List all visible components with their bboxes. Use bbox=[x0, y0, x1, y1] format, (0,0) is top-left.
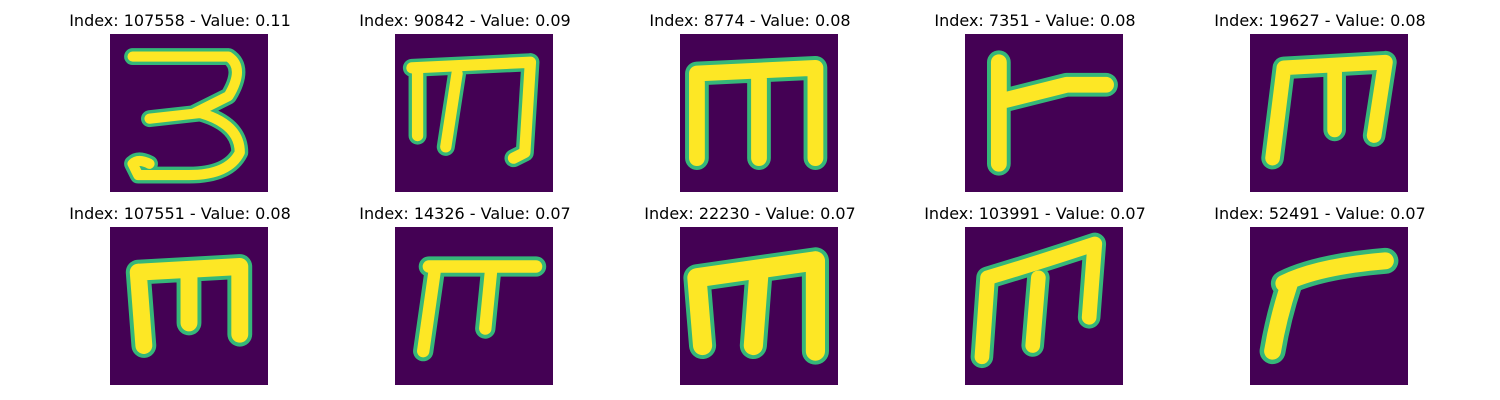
thumbnail-image bbox=[395, 227, 553, 385]
panel-title: Index: 8774 - Value: 0.08 bbox=[649, 11, 851, 30]
panel-7: Index: 14326 - Value: 0.07 bbox=[315, 193, 615, 393]
thumbnail-image bbox=[110, 227, 268, 385]
thumbnail-image bbox=[110, 34, 268, 192]
panel-2: Index: 90842 - Value: 0.09 bbox=[315, 0, 615, 200]
panel-title: Index: 7351 - Value: 0.08 bbox=[934, 11, 1136, 30]
panel-title: Index: 22230 - Value: 0.07 bbox=[644, 204, 856, 223]
panel-9: Index: 103991 - Value: 0.07 bbox=[885, 193, 1185, 393]
panel-title: Index: 52491 - Value: 0.07 bbox=[1214, 204, 1426, 223]
panel-3: Index: 8774 - Value: 0.08 bbox=[600, 0, 900, 200]
panel-title: Index: 14326 - Value: 0.07 bbox=[359, 204, 571, 223]
panel-1: Index: 107558 - Value: 0.11 bbox=[30, 0, 330, 200]
glyph-m bbox=[125, 254, 253, 358]
panel-title: Index: 90842 - Value: 0.09 bbox=[359, 11, 571, 30]
panel-4: Index: 7351 - Value: 0.08 bbox=[885, 0, 1185, 200]
glyph-flag bbox=[987, 50, 1118, 176]
panel-title: Index: 19627 - Value: 0.08 bbox=[1214, 11, 1426, 30]
panel-8: Index: 22230 - Value: 0.07 bbox=[600, 193, 900, 393]
glyph-three bbox=[124, 48, 249, 184]
panel-title: Index: 103991 - Value: 0.07 bbox=[924, 204, 1146, 223]
glyph-r bbox=[1259, 247, 1399, 365]
glyph-m bbox=[683, 247, 829, 365]
glyph-m bbox=[685, 56, 828, 170]
thumbnail-image bbox=[1250, 227, 1408, 385]
panel-5: Index: 19627 - Value: 0.08 bbox=[1170, 0, 1470, 200]
glyph-m bbox=[402, 53, 540, 168]
glyph-pi bbox=[413, 256, 547, 362]
panel-6: Index: 107551 - Value: 0.08 bbox=[30, 193, 330, 393]
thumbnail-image bbox=[965, 227, 1123, 385]
panel-title: Index: 107558 - Value: 0.11 bbox=[69, 11, 291, 30]
glyph-m bbox=[1261, 50, 1397, 170]
thumbnail-image bbox=[965, 34, 1123, 192]
thumbnail-image bbox=[1250, 34, 1408, 192]
thumbnail-image bbox=[680, 34, 838, 192]
glyph-m bbox=[970, 232, 1107, 369]
panel-10: Index: 52491 - Value: 0.07 bbox=[1170, 193, 1470, 393]
thumbnail-image bbox=[680, 227, 838, 385]
thumbnail-image bbox=[395, 34, 553, 192]
panel-title: Index: 107551 - Value: 0.08 bbox=[69, 204, 291, 223]
